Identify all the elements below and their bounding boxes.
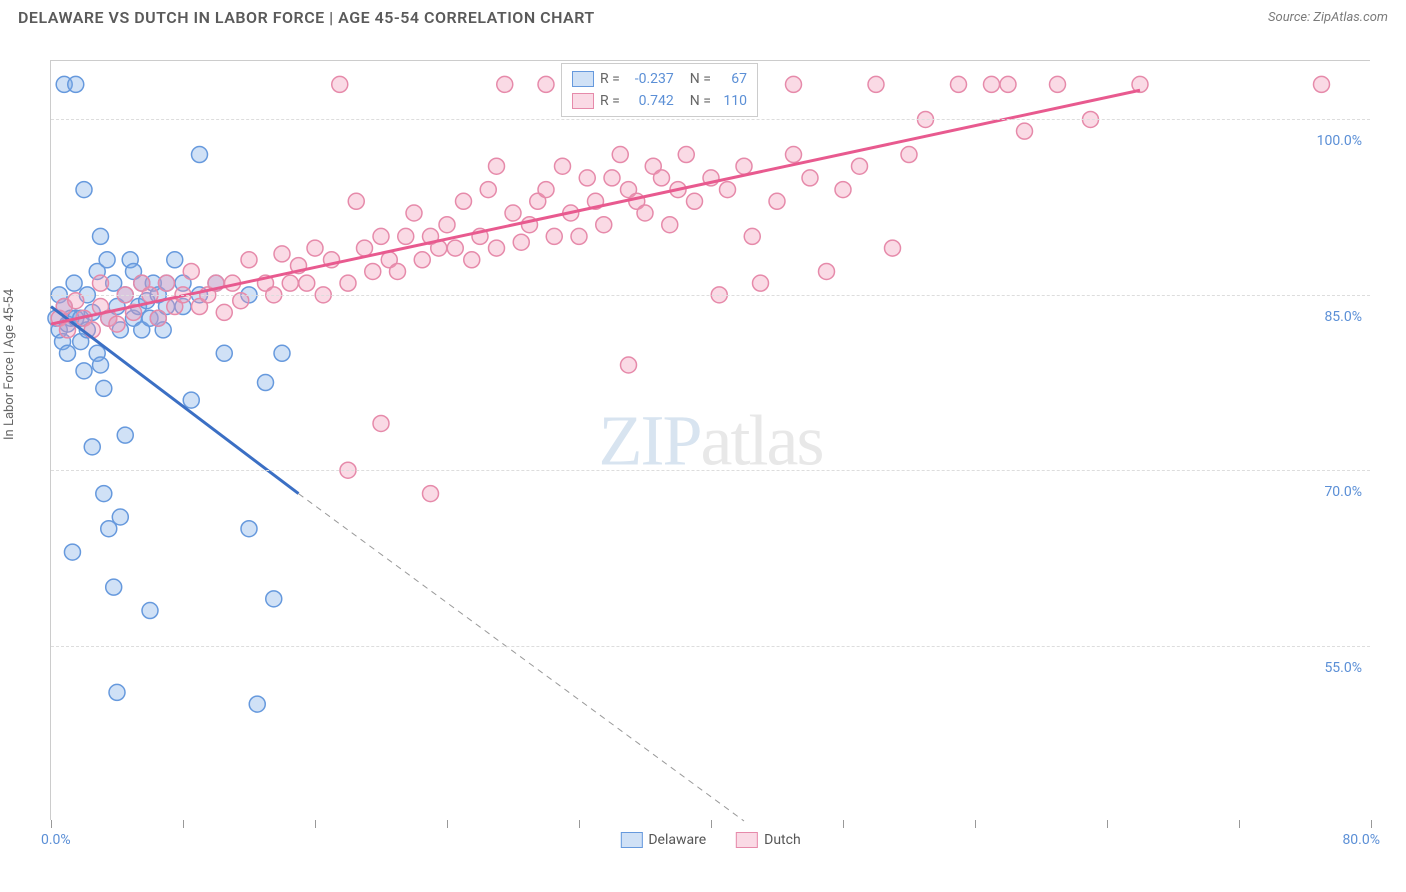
legend-item-delaware: Delaware bbox=[620, 832, 706, 848]
chart-title: DELAWARE VS DUTCH IN LABOR FORCE | AGE 4… bbox=[18, 8, 595, 27]
legend-item-dutch: Dutch bbox=[736, 832, 801, 848]
y-tick-label: 55.0% bbox=[1324, 660, 1362, 676]
x-tick bbox=[447, 820, 448, 828]
legend-label-delaware: Delaware bbox=[648, 832, 706, 848]
y-axis-label: In Labor Force | Age 45-54 bbox=[2, 289, 17, 440]
legend-swatch-delaware bbox=[620, 832, 642, 848]
x-tick bbox=[1107, 820, 1108, 828]
x-tick bbox=[1239, 820, 1240, 828]
x-tick bbox=[51, 820, 52, 828]
gridline bbox=[51, 295, 1370, 296]
x-tick bbox=[315, 820, 316, 828]
chart-area: ZIPatlas R =-0.237 N =67 R =0.742 N =110… bbox=[50, 60, 1370, 820]
x-tick bbox=[183, 820, 184, 828]
x-axis-min: 0.0% bbox=[41, 832, 71, 848]
scatter-plot-svg bbox=[51, 61, 1370, 820]
gridline bbox=[51, 119, 1370, 120]
stats-legend: R =-0.237 N =67 R =0.742 N =110 bbox=[561, 63, 758, 117]
y-tick-label: 100.0% bbox=[1317, 133, 1362, 149]
x-tick bbox=[975, 820, 976, 828]
legend-label-dutch: Dutch bbox=[764, 832, 801, 848]
y-tick-label: 85.0% bbox=[1324, 309, 1362, 325]
x-tick bbox=[1371, 820, 1372, 828]
x-tick bbox=[579, 820, 580, 828]
gridline bbox=[51, 646, 1370, 647]
stats-row-dutch: R =0.742 N =110 bbox=[572, 90, 747, 112]
series-legend: Delaware Dutch bbox=[620, 832, 800, 848]
x-axis-max: 80.0% bbox=[1342, 832, 1380, 848]
stats-row-delaware: R =-0.237 N =67 bbox=[572, 68, 747, 90]
swatch-delaware bbox=[572, 71, 594, 87]
x-tick bbox=[711, 820, 712, 828]
gridline bbox=[51, 470, 1370, 471]
y-tick-label: 70.0% bbox=[1324, 484, 1362, 500]
source-attribution: Source: ZipAtlas.com bbox=[1268, 10, 1388, 25]
legend-swatch-dutch bbox=[736, 832, 758, 848]
swatch-dutch bbox=[572, 93, 594, 109]
x-tick bbox=[843, 820, 844, 828]
